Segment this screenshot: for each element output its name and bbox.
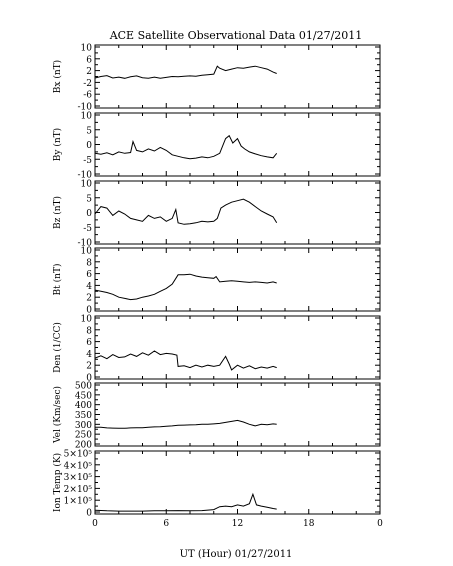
panel-4-ytick-label: 8 [86,258,92,268]
panel-frame-3 [94,180,381,245]
panel-7-ytick-label: 2×10⁵ [64,485,93,495]
panel-4-ylabel: Bt (nT) [52,264,63,296]
panel-2-ytick-label: -10 [78,171,93,181]
panel-3-ytick-label: -5 [83,224,92,234]
panel-2-ylabel: By (nT) [52,128,63,161]
panel-5-series-line [94,350,277,371]
panel-3-ytick-label: 5 [86,194,92,204]
panel-frame-4 [94,247,381,312]
chart-title: ACE Satellite Observational Data 01/27/2… [109,29,363,42]
panel-6-ylabel: Vel (Km/sec) [52,386,63,444]
panel-4-ytick-label: 10 [81,247,93,257]
x-tick-label: 6 [163,519,169,529]
panel-4-series-line [94,273,277,301]
panel-1-ytick-label: -6 [83,91,92,101]
panel-1-series-line [94,65,277,79]
panel-7-ytick-label: 4×10⁵ [64,461,93,471]
panel-3-series-line [94,198,278,225]
panel-5-ytick-label: 2 [86,362,92,372]
panel-1-ylabel: Bx (nT) [52,60,63,93]
panel-3-ytick-label: 10 [81,180,93,190]
panel-7-series-line [94,492,277,512]
panel-1-ytick-label: -10 [78,103,93,113]
panel-6-ytick-label: 450 [75,391,92,401]
panel-6-ytick-label: 350 [75,411,92,421]
panel-2-ytick-label: 5 [86,126,92,136]
panel-1-ytick-label: -2 [83,79,92,89]
panel-2-ytick-label: -5 [83,156,92,166]
panel-6-ytick-label: 300 [75,421,92,431]
panel-7-ytick-label: 1×10⁵ [64,497,93,507]
panel-6-ytick-label: 500 [75,382,92,392]
panel-frame-2 [94,112,381,177]
panel-4-ytick-label: 4 [86,282,92,292]
panel-4-ytick-label: 2 [86,294,92,304]
panel-5-ytick-label: 10 [81,315,93,325]
x-tick-label: 0 [92,519,98,529]
panel-7-ytick-label: 5×10⁵ [64,450,93,460]
panel-3-ytick-label: -10 [78,239,93,249]
panel-4-ytick-label: 6 [86,270,92,280]
panel-5-ylabel: Den (1/CC) [52,322,63,373]
panel-1-ytick-label: 6 [86,55,92,65]
panel-2-ytick-label: 10 [81,112,93,122]
panel-1-ytick-label: 10 [81,44,93,54]
panel-7-ytick-label: 0 [86,509,92,519]
panel-3-ytick-label: 0 [86,209,92,219]
x-axis-label: UT (Hour) 01/27/2011 [180,549,293,560]
panel-frame-5 [94,315,381,380]
panel-6-series-line [95,419,277,429]
panel-2-series-line [94,134,278,160]
panel-4-ytick-label: 0 [86,306,92,316]
panel-1-ytick-label: 2 [86,67,92,77]
panel-6-ytick-label: 200 [75,441,92,451]
panel-5-ytick-label: 0 [86,374,92,384]
panel-5-ytick-label: 8 [86,326,92,336]
panel-6-ytick-label: 400 [75,401,92,411]
panel-5-ytick-label: 4 [86,350,92,360]
panel-7-ylabel: Ion Temp (K) [52,453,63,512]
panel-5-ytick-label: 6 [86,338,92,348]
x-tick-label: 18 [303,519,315,529]
panel-2-ytick-label: 0 [86,141,92,151]
panel-3-ylabel: Bz (nT) [52,196,63,229]
panel-6-ytick-label: 250 [75,431,92,441]
panel-7-ytick-label: 3×10⁵ [64,473,93,483]
x-tick-label: 12 [232,519,243,529]
panel-frame-6 [94,382,381,447]
x-tick-label: 0 [377,519,383,529]
